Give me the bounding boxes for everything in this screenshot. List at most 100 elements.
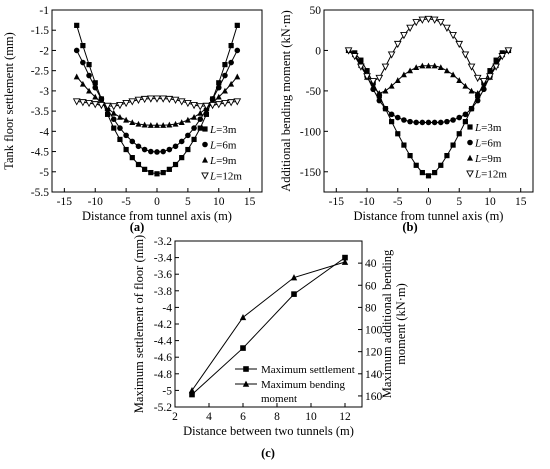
data-point [400,71,407,78]
data-point [166,166,172,172]
y-tick-label: -3 [39,86,49,98]
data-point [436,19,445,27]
legend: L=3m L=6m L=9m L=12m [466,122,507,181]
data-point [148,148,154,155]
y-tick-label: -4.8 [154,369,172,381]
x-tick-label: 5 [456,196,462,208]
data-point [74,22,80,28]
data-point [357,63,365,71]
series-2 [188,258,349,394]
data-point [474,90,481,96]
data-point [190,101,198,110]
x-tick-label: 15 [515,196,527,208]
legend-label: Maximum bending moment [261,379,346,405]
data-point [179,155,185,161]
data-point [467,63,476,71]
data-point [462,82,469,89]
data-point [344,47,353,55]
data-point [413,64,420,71]
y2-tick-label: 80 [365,302,377,314]
data-point [123,132,129,139]
legend-label: L=9m [209,155,237,167]
data-point [419,62,426,69]
data-point [342,254,348,261]
data-point [443,67,450,74]
data-point [234,22,240,28]
data-point [395,131,401,137]
data-point [504,47,513,55]
x-axis-label: Distance between two tunnels (m) [183,424,354,438]
data-point [456,114,463,121]
data-point [146,95,155,103]
data-point [197,125,203,131]
data-point [86,72,92,79]
data-point [172,161,179,168]
legend: L=3m L=6m L=9m L=12m [201,124,242,183]
data-point [450,117,456,123]
data-point [97,101,106,110]
data-point [142,166,148,172]
data-point [160,169,166,176]
data-point [177,98,186,106]
data-point [153,95,161,103]
data-point [166,146,173,153]
y-tick-label: -3.2 [154,236,172,248]
data-point [109,103,118,111]
y2-axis-label: Maximum additional bendingmoment (kN·m) [380,249,408,398]
data-point [79,80,86,87]
data-point [215,93,222,100]
data-point [110,109,117,116]
y-tick-label: -50 [306,86,322,98]
data-point [140,95,149,104]
legend-label: L=9m [474,153,502,165]
series-line [191,257,346,395]
y-tick-label: -4 [162,302,172,314]
legend-label: L=3m [474,122,502,134]
data-point [290,274,298,281]
legend-marker [202,141,208,148]
data-point [228,80,235,87]
data-point [154,171,160,177]
data-point [456,77,463,83]
data-point [437,119,444,126]
x-tick-label: -5 [393,196,403,208]
data-point [437,64,444,71]
data-point [227,99,235,107]
data-point [191,125,197,131]
data-point [196,103,205,111]
data-point [129,119,136,126]
x-tick-label: -15 [57,196,73,208]
y-axis-label: Tank floor settlement (mm) [2,32,16,170]
x-axis-label: Distance from tunnel axis (m) [354,209,504,223]
data-point [413,162,419,168]
data-point [73,73,80,80]
data-point [197,116,204,122]
data-point [444,153,450,159]
data-point [214,101,223,109]
data-point [376,90,383,96]
data-point [135,161,142,168]
data-point [370,83,377,90]
data-point [350,53,359,61]
data-point [400,32,408,40]
data-point [160,122,167,128]
y-tick-label: -5.2 [154,402,172,414]
data-point [72,98,81,106]
data-point [228,59,234,66]
data-point [160,148,166,155]
x-tick-label: 6 [240,411,246,423]
data-point [185,146,191,153]
data-point [171,96,180,104]
y2-tick-label: 160 [365,391,383,403]
data-point [221,99,229,108]
data-point [387,51,396,59]
data-point [393,40,402,49]
x-tick-label: 0 [426,196,432,208]
data-point [148,169,154,176]
data-point [455,40,464,49]
plot-frame [323,9,534,193]
data-point [104,111,111,117]
data-point [381,63,390,71]
y-tick-label: -4.5 [31,147,49,159]
data-point [165,95,174,104]
